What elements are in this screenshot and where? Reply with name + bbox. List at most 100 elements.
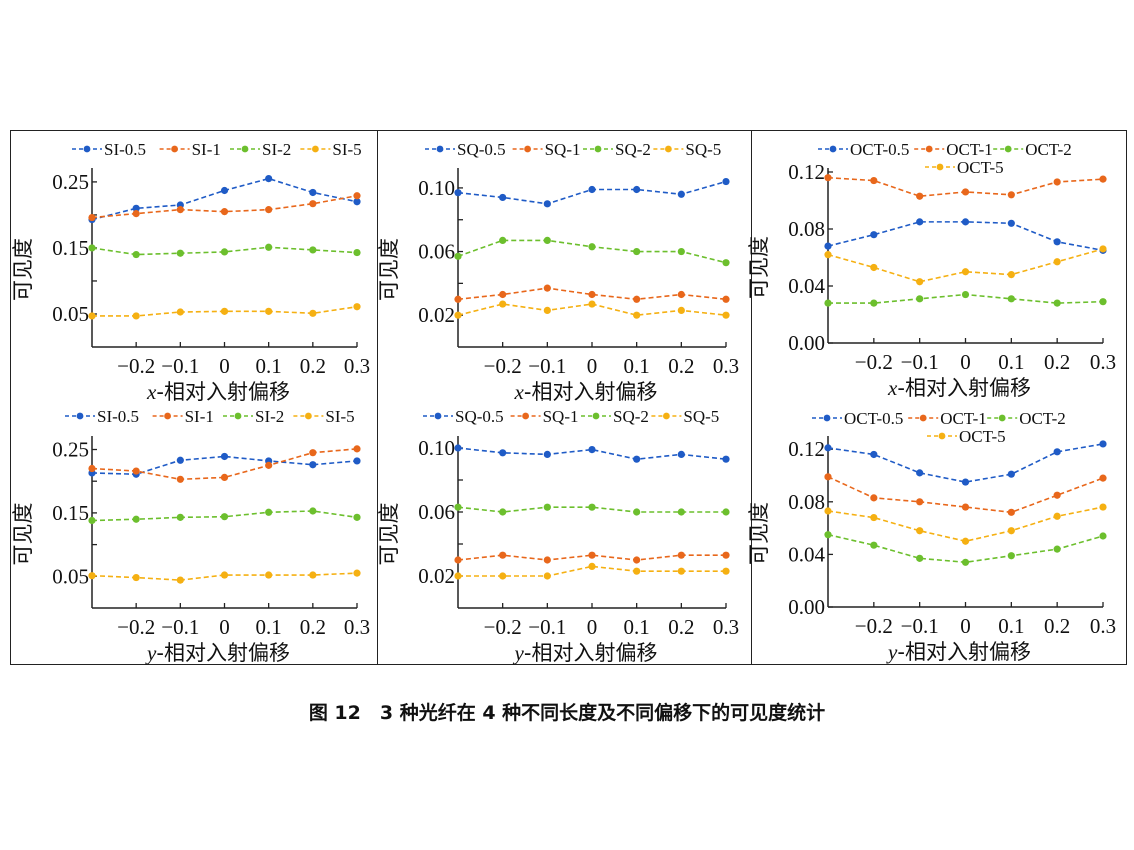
legend-marker xyxy=(83,145,91,153)
data-point xyxy=(309,461,317,469)
legend-marker xyxy=(925,145,933,153)
data-point xyxy=(588,551,596,559)
legend-label: OCT-0.5 xyxy=(850,140,909,159)
data-point xyxy=(677,190,685,198)
legend-marker xyxy=(998,414,1006,422)
data-point xyxy=(309,449,317,457)
chart-panel-sq-x: 0.02 0.06 0.10 −0.2 −0.1 0 0.1 0.2 0.3 x-相对入射偏移 可见… xyxy=(377,140,739,404)
x-tick-label: −0.2 xyxy=(484,354,522,378)
data-point xyxy=(961,188,970,196)
x-tick-label: 0.3 xyxy=(1090,614,1116,638)
y-tick-label: 0.15 xyxy=(52,501,89,525)
x-tick-label: 0 xyxy=(587,354,598,378)
series-SQ-2 xyxy=(454,503,730,516)
legend: SQ-0.5 SQ-1 SQ-2 SQ-5 xyxy=(423,407,719,426)
x-axis-var: x xyxy=(514,380,525,404)
data-point xyxy=(633,556,641,564)
data-point xyxy=(722,259,730,267)
data-point xyxy=(176,475,184,483)
data-point xyxy=(353,192,361,200)
data-point xyxy=(916,498,924,506)
data-point xyxy=(176,308,184,316)
x-tick-label: 0.1 xyxy=(256,615,282,639)
data-point xyxy=(870,541,878,549)
data-point xyxy=(633,455,641,463)
x-tick-label: 0.3 xyxy=(344,615,370,639)
legend-label: SQ-1 xyxy=(545,140,581,159)
y-tick-label: 0.06 xyxy=(418,240,455,264)
x-tick-label: 0.2 xyxy=(300,615,326,639)
legend-item: SQ-0.5 xyxy=(423,407,504,426)
panel-divider xyxy=(377,131,378,664)
data-point xyxy=(633,311,641,319)
legend-item: SQ-1 xyxy=(512,140,581,159)
data-point xyxy=(353,513,361,521)
data-point xyxy=(588,243,596,251)
x-axis-title: y-相对入射偏移 xyxy=(513,641,658,665)
data-point xyxy=(543,236,551,245)
x-tick-label: 0.1 xyxy=(624,354,650,378)
x-axis-title-text: -相对入射偏移 xyxy=(156,641,290,665)
legend-marker xyxy=(592,412,600,420)
x-tick-label: 0.1 xyxy=(256,354,282,378)
data-point xyxy=(88,516,96,525)
caption-text: 3 种光纤在 4 种不同长度及不同偏移下的可见度统计 xyxy=(379,702,826,724)
legend-marker xyxy=(936,163,944,171)
legend-label: SQ-5 xyxy=(683,407,719,426)
y-tick-label: 0.25 xyxy=(52,438,89,462)
data-point xyxy=(916,192,924,200)
legend-marker xyxy=(434,412,442,420)
x-tick-label: 0.1 xyxy=(998,350,1024,374)
data-point xyxy=(870,494,878,502)
legend-label: SI-0.5 xyxy=(97,407,139,426)
chart-panel-oct-x: 0.00 0.04 0.08 0.12 −0.2 −0.1 0 0.1 0.2 0.3 x-相对入射… xyxy=(747,140,1116,400)
x-tick-label: −0.2 xyxy=(117,354,155,378)
x-tick-label: −0.1 xyxy=(528,615,566,639)
data-point xyxy=(353,198,361,206)
legend-label: SQ-0.5 xyxy=(457,140,506,159)
data-point xyxy=(1007,295,1015,303)
legend-item: OCT-5 xyxy=(925,158,1004,177)
data-point xyxy=(132,573,140,582)
data-point xyxy=(176,456,184,464)
data-point xyxy=(1099,532,1107,540)
chart-panel-si-x: 0.05 0.15 0.25 −0.2 −0.1 0 0.1 0.2 0.3 x-相对入射偏移 可见… xyxy=(11,140,370,404)
data-point xyxy=(722,177,730,186)
x-tick-label: 0.1 xyxy=(998,614,1024,638)
series-OCT-0.5 xyxy=(824,440,1107,486)
legend-marker xyxy=(164,412,172,420)
data-point xyxy=(824,473,832,481)
legend-label: SQ-2 xyxy=(615,140,651,159)
legend-item: OCT-0.5 xyxy=(818,140,909,159)
data-point xyxy=(961,268,970,276)
x-tick-label: −0.2 xyxy=(855,350,893,374)
data-point xyxy=(88,244,96,252)
legend-marker xyxy=(919,414,927,422)
series-SI-5 xyxy=(88,303,361,320)
x-axis-title-text: -相对入射偏移 xyxy=(897,376,1031,400)
y-axis-title: 可见度 xyxy=(377,503,401,566)
series-OCT-1 xyxy=(824,473,1107,516)
y-tick-label: 0.02 xyxy=(418,564,455,588)
legend-marker xyxy=(171,145,179,153)
legend-label: SI-0.5 xyxy=(104,140,146,159)
legend-marker xyxy=(594,145,602,153)
data-point xyxy=(588,300,596,308)
data-point xyxy=(1007,470,1015,478)
x-tick-label: −0.1 xyxy=(161,615,199,639)
data-point xyxy=(543,572,551,580)
data-point xyxy=(677,508,685,516)
legend-label: OCT-1 xyxy=(946,140,993,159)
data-point xyxy=(265,508,273,516)
data-point xyxy=(88,464,96,473)
data-point xyxy=(309,309,317,317)
legend-marker xyxy=(241,145,249,153)
x-tick-label: −0.2 xyxy=(855,614,893,638)
data-point xyxy=(265,571,273,579)
chart-panel-oct-y: 0.00 0.04 0.08 0.12 −0.2 −0.1 0 0.1 0.2 0.3 y-相对入射… xyxy=(747,409,1116,664)
data-point xyxy=(176,576,184,584)
data-point xyxy=(353,445,361,453)
data-point xyxy=(1007,191,1015,199)
x-tick-label: 0.3 xyxy=(344,354,370,378)
y-tick-label: 0.25 xyxy=(52,170,89,194)
